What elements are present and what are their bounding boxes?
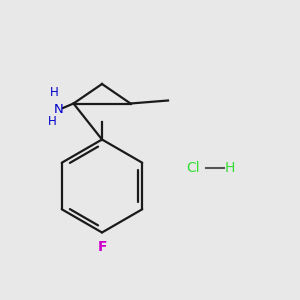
Text: F: F [97, 240, 107, 254]
Text: H: H [225, 161, 236, 175]
Text: H: H [48, 115, 57, 128]
Text: Cl: Cl [186, 161, 200, 175]
Text: N: N [54, 103, 63, 116]
Text: H: H [50, 86, 58, 100]
